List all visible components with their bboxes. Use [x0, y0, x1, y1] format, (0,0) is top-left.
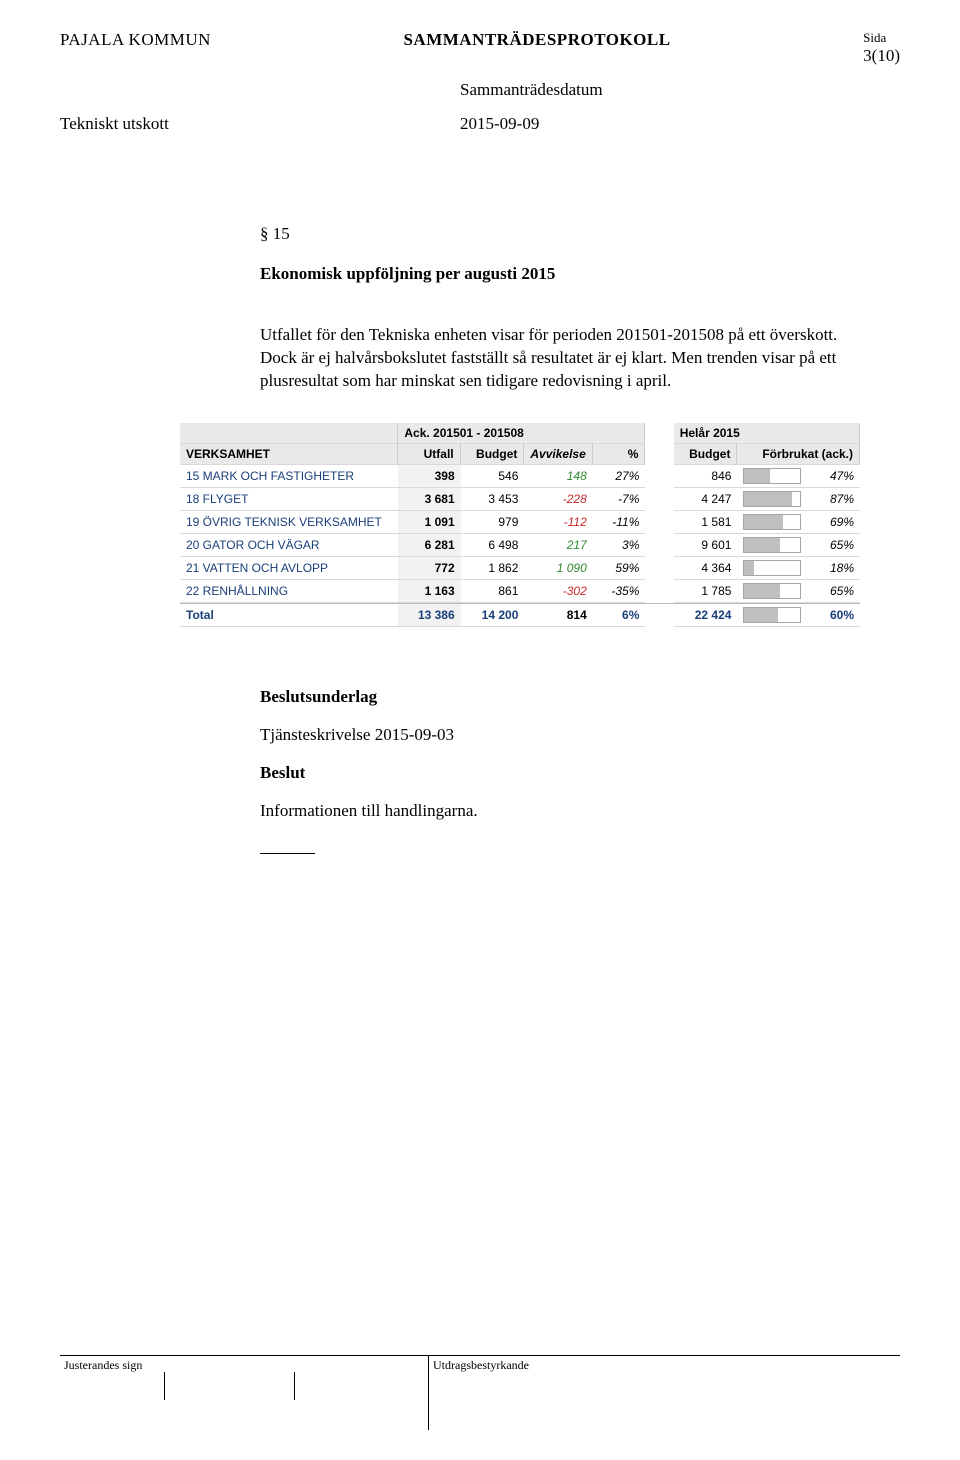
signature-placeholder — [260, 853, 315, 854]
body-text: Utfallet för den Tekniska enheten visar … — [260, 324, 860, 393]
sida-label: Sida — [863, 30, 900, 46]
table-row: 20 GATOR OCH VÄGAR6 2816 4982173%9 60165… — [180, 534, 860, 557]
footer-left-label: Justerandes sign — [64, 1358, 164, 1400]
group-year-header: Helår 2015 — [674, 423, 860, 444]
group-ack-header: Ack. 201501 - 201508 — [398, 423, 645, 444]
col-verksamhet: VERKSAMHET — [180, 444, 398, 465]
table-row: 22 RENHÅLLNING1 163861-302-35%1 78565% — [180, 580, 860, 603]
meeting-date: 2015-09-09 — [460, 114, 539, 134]
page-number: 3(10) — [863, 46, 900, 66]
col-percent: % — [593, 444, 646, 465]
page-footer: Justerandes sign Utdragsbestyrkande — [60, 1355, 900, 1430]
section-heading: Ekonomisk uppföljning per augusti 2015 — [260, 264, 860, 284]
document-title: SAMMANTRÄDESPROTOKOLL — [403, 30, 670, 50]
underlag-heading: Beslutsunderlag — [260, 687, 860, 707]
table-row: 19 ÖVRIG TEKNISK VERKSAMHET1 091979-112-… — [180, 511, 860, 534]
table-row: 18 FLYGET3 6813 453-228-7%4 24787% — [180, 488, 860, 511]
meeting-date-label: Sammanträdesdatum — [460, 80, 900, 100]
table-row: 15 MARK OCH FASTIGHETER39854614827%84647… — [180, 465, 860, 488]
beslut-heading: Beslut — [260, 763, 860, 783]
table-total-row: Total13 38614 2008146%22 42460% — [180, 603, 860, 627]
col-utfall: Utfall — [398, 444, 460, 465]
organisation: PAJALA KOMMUN — [60, 30, 211, 50]
col-budget: Budget — [461, 444, 525, 465]
col-avvikelse: Avvikelse — [524, 444, 592, 465]
col-forbruk: Förbrukat (ack.) — [737, 444, 860, 465]
economy-table: Ack. 201501 - 201508 Helår 2015 VERKSAMH… — [180, 423, 860, 627]
footer-right-label: Utdragsbestyrkande — [429, 1356, 900, 1430]
table-row: 21 VATTEN OCH AVLOPP7721 8621 09059%4 36… — [180, 557, 860, 580]
underlag-text: Tjänsteskrivelse 2015-09-03 — [260, 725, 860, 745]
col-budget-year: Budget — [674, 444, 738, 465]
committee: Tekniskt utskott — [60, 114, 460, 134]
section-number: § 15 — [260, 224, 860, 244]
beslut-text: Informationen till handlingarna. — [260, 801, 860, 821]
